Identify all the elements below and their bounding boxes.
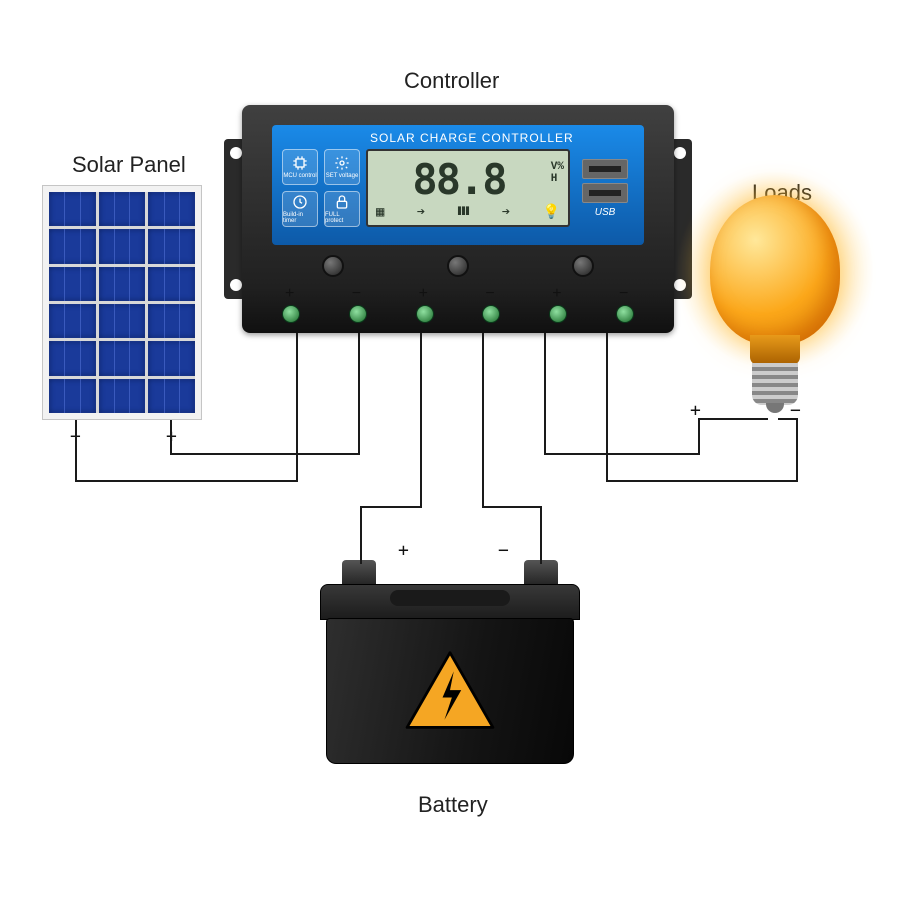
solar-cell xyxy=(99,229,146,263)
lcd-status-icons: ▦ ➔ 𝅛𝅛𝅛 ➔ 💡 xyxy=(376,204,560,221)
wire xyxy=(296,333,298,482)
solar-cell xyxy=(148,229,195,263)
battery-terminals xyxy=(342,560,558,586)
mcu-icon: MCU control xyxy=(282,149,318,185)
solar-cell xyxy=(148,304,195,338)
clock-icon: Build-in timer xyxy=(282,191,318,227)
wire xyxy=(75,420,77,482)
solar-cell xyxy=(99,192,146,226)
terminal-sign: − xyxy=(352,285,361,303)
mount-hole-icon xyxy=(230,279,242,291)
bulb-base xyxy=(752,363,798,405)
wire xyxy=(420,333,422,508)
battery-handle xyxy=(390,590,510,606)
wire xyxy=(606,333,608,482)
controller-button xyxy=(447,255,469,277)
solar-cell xyxy=(99,267,146,301)
gear-icon: SET voltage xyxy=(324,149,360,185)
lock-icon: FULL protect xyxy=(324,191,360,227)
usb-label: USB xyxy=(595,207,616,218)
solar-cell xyxy=(99,379,146,413)
controller-terminals: +−+−+− xyxy=(282,305,634,323)
controller-label: Controller xyxy=(404,68,499,94)
mount-hole-icon xyxy=(230,147,242,159)
controller-body: SOLAR CHARGE CONTROLLER MCU control SET … xyxy=(242,105,674,333)
solar-cell xyxy=(49,192,96,226)
usb-block: USB xyxy=(576,149,634,227)
wire xyxy=(544,453,700,455)
flow-arrow-icon: ➔ xyxy=(502,204,510,221)
battery-terminal-pos xyxy=(342,560,376,586)
solar-cell xyxy=(49,304,96,338)
wire xyxy=(75,480,296,482)
wire xyxy=(170,420,172,455)
controller-button xyxy=(572,255,594,277)
terminal-sign: + xyxy=(419,285,428,303)
solar-cell xyxy=(148,379,195,413)
mount-hole-icon xyxy=(674,147,686,159)
wire xyxy=(698,418,768,420)
solar-cell xyxy=(99,304,146,338)
battery-body xyxy=(326,618,574,764)
bulb-glass xyxy=(710,195,840,345)
solar-cell xyxy=(148,192,195,226)
wire xyxy=(540,506,542,564)
lcd-value: 88.8 xyxy=(368,155,550,204)
usb-port-icon xyxy=(582,183,628,203)
controller-button xyxy=(322,255,344,277)
controller: SOLAR CHARGE CONTROLLER MCU control SET … xyxy=(242,105,674,333)
solar-panel xyxy=(42,185,202,420)
battery-negative-sign: − xyxy=(498,540,509,561)
terminal-sign: − xyxy=(485,285,494,303)
terminal-sign: − xyxy=(619,285,628,303)
flow-arrow-icon: ➔ xyxy=(417,204,425,221)
terminal-sign: + xyxy=(285,285,294,303)
bulb-neck xyxy=(750,335,800,365)
wire xyxy=(796,418,798,482)
solar-cell xyxy=(148,341,195,375)
lcd-units: V% H xyxy=(551,161,564,185)
solar-cell xyxy=(49,341,96,375)
battery xyxy=(320,560,580,770)
terminal-sign: + xyxy=(552,285,561,303)
controller-buttons xyxy=(322,255,594,277)
solar-cell xyxy=(49,267,96,301)
wire xyxy=(698,418,700,455)
wire xyxy=(544,333,546,455)
wire xyxy=(170,453,358,455)
bulb-tip xyxy=(766,403,784,413)
screw-terminal xyxy=(416,305,434,323)
screw-terminal xyxy=(282,305,300,323)
solar-cell xyxy=(49,229,96,263)
wire xyxy=(360,506,422,508)
battery-label: Battery xyxy=(418,792,488,818)
solar-cell xyxy=(49,379,96,413)
screw-terminal xyxy=(549,305,567,323)
usb-port-icon xyxy=(582,159,628,179)
controller-title: SOLAR CHARGE CONTROLLER xyxy=(370,131,634,145)
solar-panel-label: Solar Panel xyxy=(72,152,186,178)
wire xyxy=(360,506,362,564)
screw-terminal xyxy=(616,305,634,323)
battery-status-icon: 𝅛𝅛𝅛 xyxy=(457,204,469,221)
solar-cell xyxy=(148,267,195,301)
controller-faceplate: SOLAR CHARGE CONTROLLER MCU control SET … xyxy=(272,125,644,245)
screw-terminal xyxy=(482,305,500,323)
wire xyxy=(482,333,484,508)
lcd-display: 88.8 V% H ▦ ➔ 𝅛𝅛𝅛 ➔ 💡 xyxy=(366,149,570,227)
wire xyxy=(778,418,798,420)
bulb-status-icon: 💡 xyxy=(543,204,560,221)
battery-positive-sign: + xyxy=(398,540,409,561)
wire xyxy=(358,333,360,455)
screw-terminal xyxy=(349,305,367,323)
solar-cell-grid xyxy=(49,192,195,413)
warning-triangle-icon xyxy=(402,649,498,733)
panel-status-icon: ▦ xyxy=(376,204,384,221)
feature-icon-grid: MCU control SET voltage Build-in timer F… xyxy=(282,149,360,227)
wire xyxy=(482,506,542,508)
light-bulb xyxy=(700,195,850,415)
wire xyxy=(606,480,798,482)
solar-cell xyxy=(99,341,146,375)
